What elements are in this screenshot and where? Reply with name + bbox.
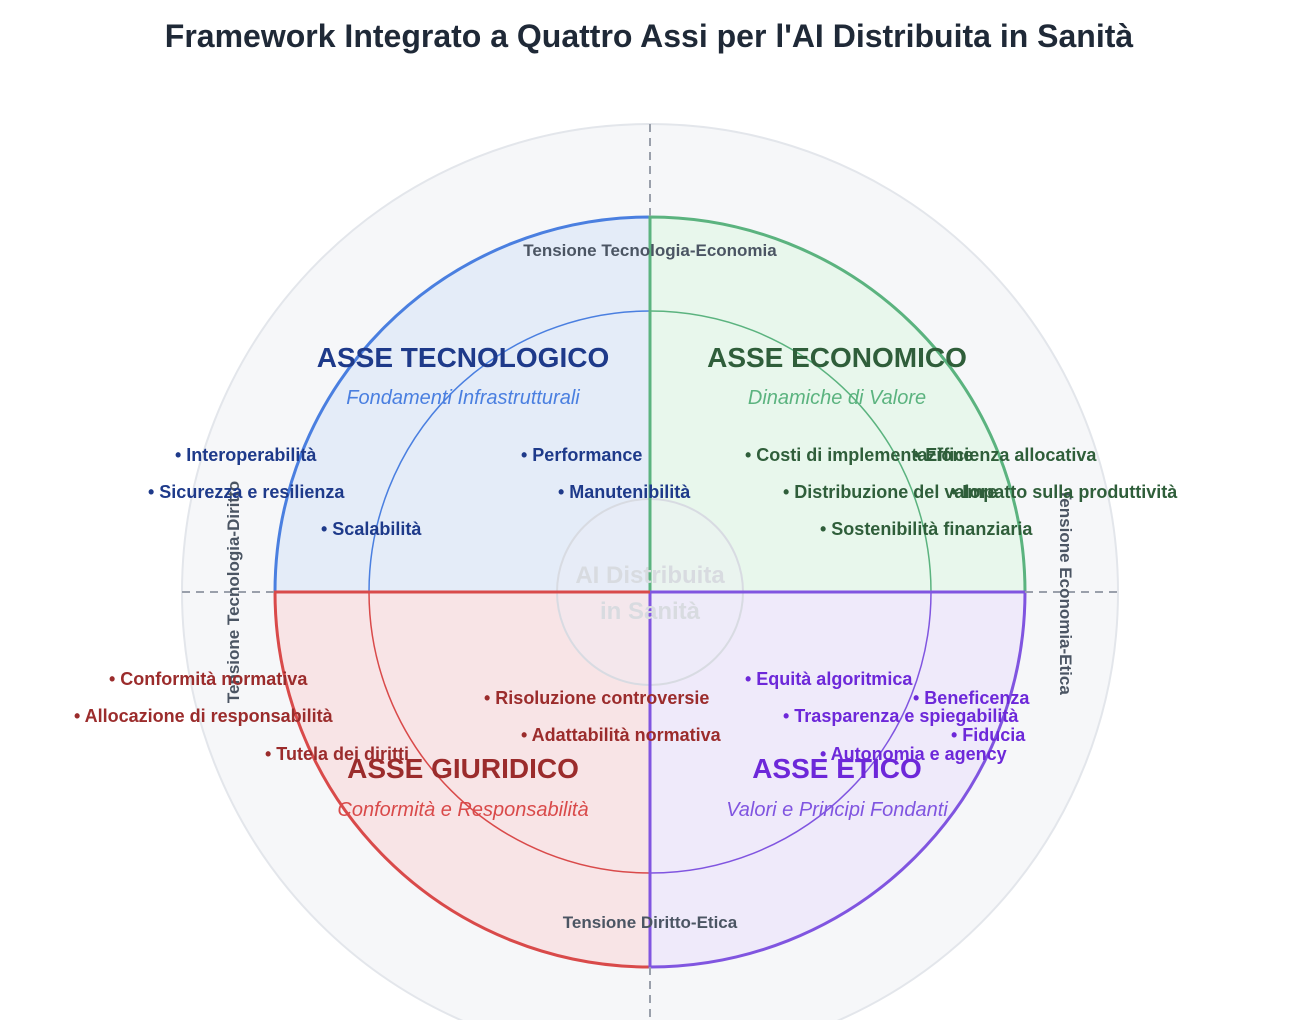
tension-label-bottom: Tensione Diritto-Etica [563, 913, 738, 932]
inner-arc-tech [368, 310, 651, 593]
center-label-line2: in Sanità [600, 598, 701, 625]
axis-tech-item: • Scalabilità [321, 519, 422, 539]
axis-legal-item: • Risoluzione controversie [484, 688, 709, 708]
axis-ethic-subtitle: Valori e Principi Fondanti [726, 799, 948, 821]
axis-legal-item: • Conformità normativa [109, 669, 308, 689]
inner-arc-ethic [649, 591, 932, 874]
tension-label-right: Tensione Economia-Etica [1056, 489, 1075, 695]
axis-econ-item: • Costi di implementazione [745, 445, 973, 465]
axis-econ-item: • Efficienza allocativa [914, 445, 1097, 465]
axis-ethic-item: • Beneficenza [913, 688, 1030, 708]
axis-tech-item: • Performance [521, 445, 642, 465]
axis-legal-subtitle: Conformità e Responsabilità [337, 799, 588, 821]
axis-econ-item: • Impatto sulla produttività [951, 482, 1178, 502]
tension-label-top: Tensione Tecnologia-Economia [523, 241, 777, 260]
axis-legal-title: ASSE GIURIDICO [347, 753, 579, 784]
quadrant-ethic [648, 590, 1027, 969]
axis-tech-item: • Interoperabilità [175, 445, 317, 465]
axis-legal-item: • Adattabilità normativa [521, 725, 722, 745]
center-label-line1: AI Distribuita [575, 562, 725, 589]
axis-tech-title: ASSE TECNOLOGICO [317, 342, 609, 373]
tension-label-left: Tensione Tecnologia-Diritto [224, 481, 243, 703]
axis-econ-item: • Sostenibilità finanziaria [820, 519, 1033, 539]
axis-ethic-item: • Fiducia [951, 725, 1026, 745]
axis-legal-item: • Allocazione di responsabilità [74, 706, 334, 726]
inner-arc-econ [649, 310, 932, 593]
quadrant-econ [648, 215, 1027, 594]
axis-econ-item: • Distribuzione del valore [783, 482, 997, 502]
quadrant-legal [273, 590, 652, 969]
axis-econ-subtitle: Dinamiche di Valore [748, 387, 926, 409]
page-title: Framework Integrato a Quattro Assi per l… [164, 18, 1134, 54]
axis-legal-item: • Tutela dei diritti [265, 744, 409, 764]
axis-ethic-item: • Trasparenza e spiegabilità [783, 706, 1019, 726]
quadrant-tech [273, 215, 652, 594]
axis-tech-subtitle: Fondamenti Infrastrutturali [346, 387, 580, 409]
inner-arc-legal [368, 591, 651, 874]
axis-ethic-title: ASSE ETICO [752, 753, 922, 784]
axis-econ-title: ASSE ECONOMICO [707, 342, 967, 373]
axis-tech-item: • Manutenibilità [558, 482, 691, 502]
axis-tech-item: • Sicurezza e resilienza [148, 482, 345, 502]
axis-ethic-item: • Autonomia e agency [820, 744, 1007, 764]
axis-ethic-item: • Equità algoritmica [745, 669, 913, 689]
